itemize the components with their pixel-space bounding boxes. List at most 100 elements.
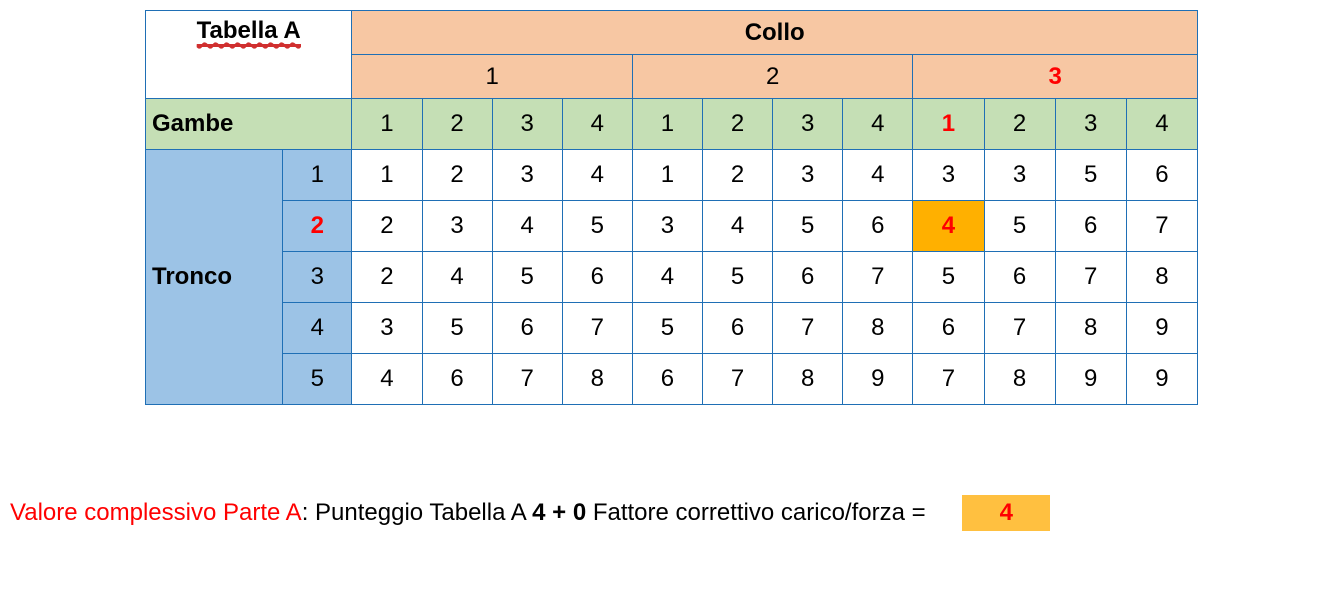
data-cell: 5 <box>984 201 1055 252</box>
data-cell: 3 <box>913 150 984 201</box>
data-cell: 7 <box>1055 252 1126 303</box>
gambe-header: Gambe <box>146 99 352 150</box>
data-cell: 7 <box>843 252 913 303</box>
data-cell: 8 <box>1055 303 1126 354</box>
collo-group-1: 1 <box>352 55 633 99</box>
summary-bold: 4 + 0 <box>532 499 586 526</box>
collo-group-3: 3 <box>913 55 1198 99</box>
data-cell: 4 <box>632 252 702 303</box>
data-row: 2 2 3 4 5 3 4 5 6 4 5 6 7 <box>146 201 1198 252</box>
tronco-index: 1 <box>283 150 352 201</box>
data-cell: 4 <box>492 201 562 252</box>
data-cell: 7 <box>1126 201 1197 252</box>
data-cell: 9 <box>843 354 913 405</box>
data-cell: 7 <box>562 303 632 354</box>
data-cell: 6 <box>632 354 702 405</box>
data-row: Tronco 1 1 2 3 4 1 2 3 4 3 3 5 6 <box>146 150 1198 201</box>
data-cell: 6 <box>1126 150 1197 201</box>
data-cell: 1 <box>632 150 702 201</box>
data-cell: 5 <box>1055 150 1126 201</box>
data-cell: 4 <box>703 201 773 252</box>
gambe-label: 1 <box>632 99 702 150</box>
gambe-label: 3 <box>1055 99 1126 150</box>
summary-text: Fattore correttivo <box>586 499 781 526</box>
data-cell: 8 <box>984 354 1055 405</box>
data-cell: 6 <box>843 201 913 252</box>
gambe-label: 4 <box>562 99 632 150</box>
gambe-label: 4 <box>843 99 913 150</box>
gambe-label: 1 <box>913 99 984 150</box>
page: Tabella A Collo 1 2 3 Gambe 1 2 3 4 1 2 … <box>0 10 1322 531</box>
data-cell: 4 <box>422 252 492 303</box>
data-cell: 7 <box>913 354 984 405</box>
data-cell: 2 <box>352 201 422 252</box>
table-title-text: Tabella A <box>197 17 301 47</box>
data-cell: 6 <box>984 252 1055 303</box>
data-cell: 9 <box>1126 303 1197 354</box>
data-row: 4 3 5 6 7 5 6 7 8 6 7 8 9 <box>146 303 1198 354</box>
data-cell: 6 <box>913 303 984 354</box>
data-cell: 5 <box>492 252 562 303</box>
data-cell: 8 <box>773 354 843 405</box>
data-cell: 7 <box>773 303 843 354</box>
tronco-index: 4 <box>283 303 352 354</box>
data-cell: 5 <box>562 201 632 252</box>
data-cell: 6 <box>773 252 843 303</box>
gambe-label: 1 <box>352 99 422 150</box>
data-cell: 7 <box>492 354 562 405</box>
gambe-row: Gambe 1 2 3 4 1 2 3 4 1 2 3 4 <box>146 99 1198 150</box>
data-cell: 3 <box>773 150 843 201</box>
gambe-label: 2 <box>422 99 492 150</box>
tronco-index: 5 <box>283 354 352 405</box>
data-cell: 6 <box>1055 201 1126 252</box>
data-cell: 4 <box>843 150 913 201</box>
data-cell: 2 <box>352 252 422 303</box>
data-cell: 7 <box>703 354 773 405</box>
summary-result: 4 <box>962 495 1050 531</box>
data-cell: 3 <box>632 201 702 252</box>
collo-header: Collo <box>352 11 1198 55</box>
data-cell: 6 <box>422 354 492 405</box>
data-cell: 5 <box>422 303 492 354</box>
table-title: Tabella A <box>146 11 352 99</box>
collo-group-2: 2 <box>632 55 913 99</box>
data-cell: 8 <box>843 303 913 354</box>
gambe-label: 3 <box>773 99 843 150</box>
data-cell: 5 <box>913 252 984 303</box>
summary-text: : Punteggio Tabella A <box>302 499 532 526</box>
data-cell: 3 <box>422 201 492 252</box>
gambe-label: 3 <box>492 99 562 150</box>
data-cell: 5 <box>773 201 843 252</box>
data-row: 5 4 6 7 8 6 7 8 9 7 8 9 9 <box>146 354 1198 405</box>
data-cell: 9 <box>1055 354 1126 405</box>
data-cell: 8 <box>1126 252 1197 303</box>
data-cell: 1 <box>352 150 422 201</box>
gambe-label: 4 <box>1126 99 1197 150</box>
data-cell: 3 <box>352 303 422 354</box>
data-cell: 3 <box>492 150 562 201</box>
data-cell: 8 <box>562 354 632 405</box>
summary-text: carico/forza = <box>781 499 932 526</box>
tronco-index: 3 <box>283 252 352 303</box>
data-cell: 6 <box>562 252 632 303</box>
data-cell: 2 <box>422 150 492 201</box>
summary-label: Valore complessivo Parte A <box>10 499 302 526</box>
tronco-index: 2 <box>283 201 352 252</box>
data-cell: 4 <box>562 150 632 201</box>
data-cell: 5 <box>632 303 702 354</box>
data-cell-highlighted: 4 <box>913 201 984 252</box>
data-cell: 7 <box>984 303 1055 354</box>
data-cell: 6 <box>492 303 562 354</box>
summary-line: Valore complessivo Parte A: Punteggio Ta… <box>0 495 1322 531</box>
tronco-header: Tronco <box>146 150 283 405</box>
data-cell: 2 <box>703 150 773 201</box>
data-cell: 4 <box>352 354 422 405</box>
data-cell: 9 <box>1126 354 1197 405</box>
data-cell: 6 <box>703 303 773 354</box>
data-cell: 5 <box>703 252 773 303</box>
gambe-label: 2 <box>703 99 773 150</box>
data-cell: 3 <box>984 150 1055 201</box>
data-row: 3 2 4 5 6 4 5 6 7 5 6 7 8 <box>146 252 1198 303</box>
gambe-label: 2 <box>984 99 1055 150</box>
tabella-a: Tabella A Collo 1 2 3 Gambe 1 2 3 4 1 2 … <box>145 10 1198 405</box>
